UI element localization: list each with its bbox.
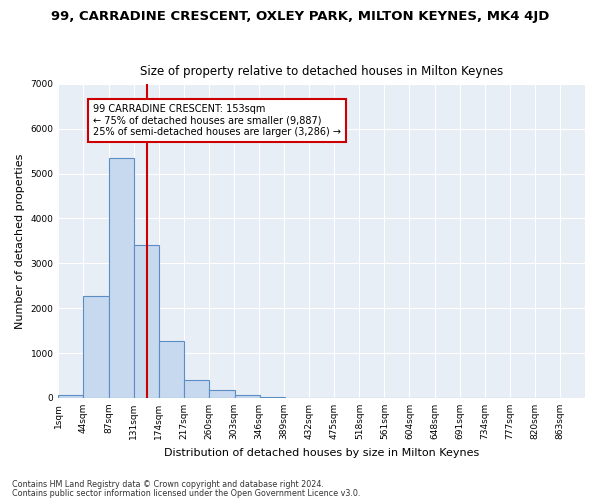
Bar [235,395,260,398]
Title: Size of property relative to detached houses in Milton Keynes: Size of property relative to detached ho… [140,66,503,78]
Bar [134,246,160,398]
Text: 99 CARRADINE CRESCENT: 153sqm
← 75% of detached houses are smaller (9,887)
25% o: 99 CARRADINE CRESCENT: 153sqm ← 75% of d… [93,104,341,137]
Bar [209,390,235,398]
Bar [83,296,109,398]
Text: Contains HM Land Registry data © Crown copyright and database right 2024.: Contains HM Land Registry data © Crown c… [12,480,324,489]
Text: Contains public sector information licensed under the Open Government Licence v3: Contains public sector information licen… [12,488,361,498]
X-axis label: Distribution of detached houses by size in Milton Keynes: Distribution of detached houses by size … [164,448,479,458]
Bar [58,394,83,398]
Bar [160,341,184,398]
Text: 99, CARRADINE CRESCENT, OXLEY PARK, MILTON KEYNES, MK4 4JD: 99, CARRADINE CRESCENT, OXLEY PARK, MILT… [51,10,549,23]
Bar [184,380,209,398]
Y-axis label: Number of detached properties: Number of detached properties [15,153,25,328]
Bar [109,158,134,398]
